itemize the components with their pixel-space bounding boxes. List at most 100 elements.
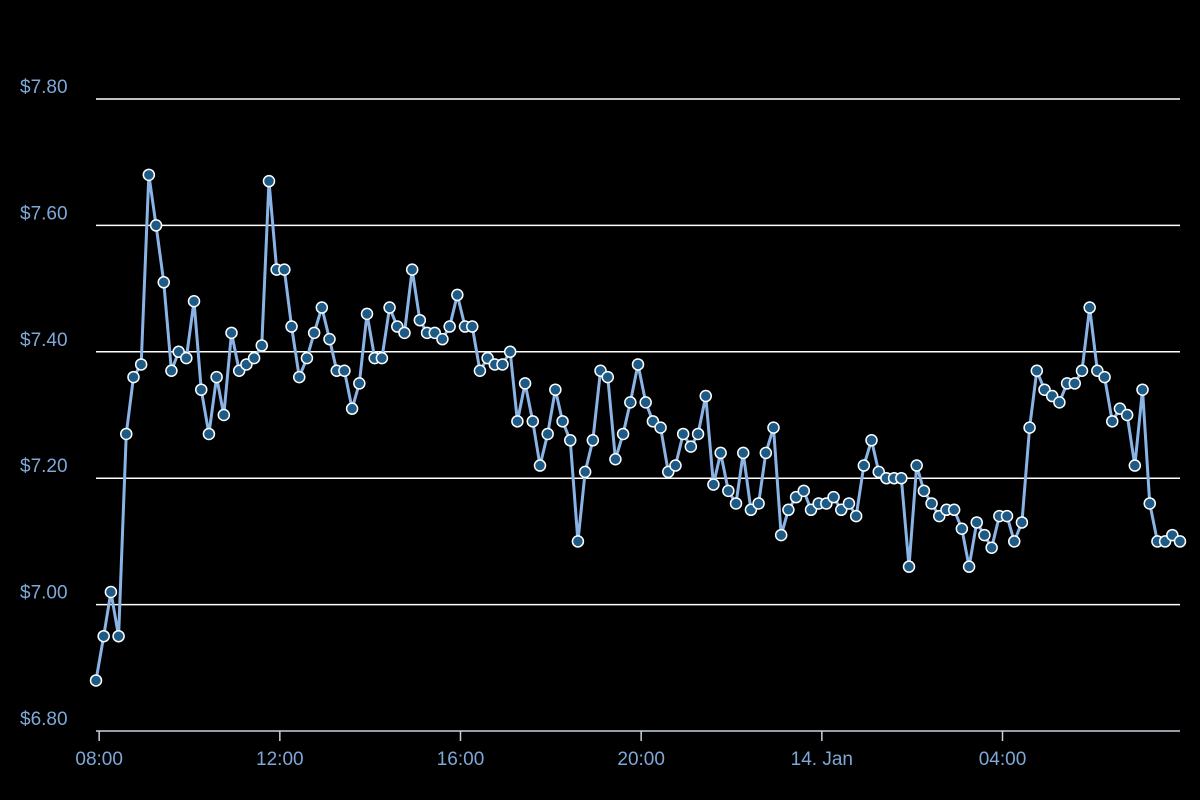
point: [910, 459, 923, 472]
x-tick-label: 04:00: [979, 749, 1027, 770]
point: [194, 383, 208, 396]
point: [865, 434, 878, 447]
point: [1106, 415, 1119, 428]
point: [338, 364, 351, 378]
point: [104, 585, 118, 599]
point: [1068, 377, 1082, 390]
point: [707, 478, 720, 491]
point: [526, 415, 540, 428]
point: [609, 452, 622, 466]
point: [549, 383, 562, 396]
point: [496, 358, 509, 371]
x-tick-label: 16:00: [437, 749, 485, 770]
point: [443, 320, 456, 333]
point: [639, 396, 652, 409]
point: [722, 484, 735, 498]
point: [699, 389, 712, 403]
point: [729, 497, 743, 510]
point: [278, 263, 291, 276]
point: [142, 168, 156, 182]
point: [902, 560, 916, 573]
point: [797, 484, 811, 498]
point: [759, 446, 773, 460]
point: [917, 484, 931, 498]
point: [217, 408, 231, 422]
point: [895, 471, 908, 485]
point: [323, 332, 336, 346]
point: [307, 326, 321, 340]
point: [473, 364, 487, 378]
point: [262, 174, 276, 188]
point: [1120, 408, 1134, 422]
point: [157, 276, 170, 289]
point: [1030, 364, 1044, 378]
point: [1143, 497, 1156, 510]
point: [691, 427, 705, 441]
point: [300, 351, 314, 365]
point: [1075, 364, 1089, 378]
x-tick-label: 08:00: [75, 749, 123, 770]
x-tick-label: 20:00: [617, 749, 665, 770]
x-tick-label: 14. Jan: [791, 749, 853, 770]
point: [360, 307, 374, 321]
point: [955, 522, 969, 536]
point: [89, 674, 103, 687]
point: [202, 427, 216, 441]
point: [375, 351, 389, 365]
point: [451, 288, 464, 302]
point: [782, 503, 795, 517]
y-tick-label: $6.80: [20, 709, 68, 730]
point: [564, 434, 577, 447]
point: [187, 294, 201, 308]
y-tick-label: $7.00: [20, 583, 68, 604]
point: [1023, 421, 1036, 434]
point: [112, 629, 125, 643]
point: [774, 528, 788, 542]
point: [947, 503, 961, 517]
point: [1007, 535, 1021, 548]
point: [669, 459, 682, 472]
point: [210, 370, 223, 384]
point: [684, 440, 698, 453]
point: [616, 427, 630, 441]
point: [165, 364, 178, 378]
point: [285, 320, 298, 333]
y-tick-label: $7.80: [20, 77, 68, 98]
point: [1053, 396, 1066, 409]
point: [578, 465, 592, 479]
point: [97, 629, 110, 643]
point: [180, 351, 193, 365]
point: [736, 446, 750, 460]
point: [714, 446, 727, 460]
point: [849, 509, 863, 523]
point: [436, 332, 449, 346]
point: [503, 345, 517, 359]
point: [842, 497, 856, 510]
point: [1015, 516, 1029, 529]
y-tick-label: $7.40: [20, 330, 68, 351]
point: [601, 370, 614, 384]
point: [857, 459, 871, 472]
point: [149, 219, 163, 232]
point: [752, 497, 765, 510]
point: [353, 377, 366, 390]
point: [1098, 370, 1111, 384]
point: [631, 358, 645, 371]
point: [970, 516, 983, 529]
point: [413, 313, 427, 327]
point: [1128, 459, 1142, 472]
point: [571, 535, 585, 548]
point: [624, 396, 637, 409]
point: [293, 370, 306, 384]
point: [405, 263, 419, 276]
point: [225, 326, 238, 340]
point: [541, 427, 554, 441]
point: [586, 434, 600, 447]
point: [676, 427, 690, 441]
point: [654, 421, 667, 434]
point: [247, 351, 261, 365]
y-tick-label: $7.20: [20, 456, 68, 477]
point: [1000, 509, 1014, 523]
